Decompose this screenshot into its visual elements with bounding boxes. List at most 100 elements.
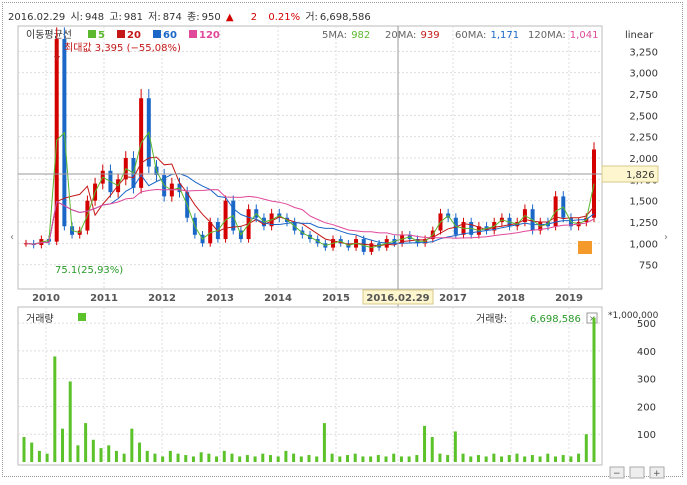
current-price-label: 1,826 bbox=[626, 170, 655, 181]
volume-bar bbox=[361, 456, 365, 462]
volume-bar bbox=[392, 453, 396, 462]
volume-bar bbox=[476, 455, 480, 462]
volume-bar bbox=[415, 455, 419, 462]
volume-bar bbox=[538, 456, 542, 462]
volume-value: 6,698,586 bbox=[530, 314, 581, 325]
legend-label-ma20[interactable]: 20 bbox=[127, 30, 141, 41]
volume-bar bbox=[99, 448, 103, 462]
volume-bar bbox=[461, 453, 465, 462]
y-tick-label: 1,500 bbox=[629, 197, 658, 208]
zoom-reset-button[interactable] bbox=[629, 466, 645, 479]
legend-label-ma120[interactable]: 120 bbox=[199, 30, 220, 41]
volume-bar bbox=[37, 450, 41, 462]
current-price-box bbox=[601, 165, 659, 183]
zoom-out-button[interactable] bbox=[609, 466, 625, 479]
legend-label-ma60[interactable]: 60 bbox=[163, 30, 177, 41]
volume-bar bbox=[138, 442, 142, 462]
volume-bar bbox=[130, 428, 134, 462]
volume-bar bbox=[446, 455, 450, 462]
volume-panel-title: 거래량 bbox=[26, 313, 54, 325]
ma-value-label: 20MA: bbox=[385, 30, 416, 41]
volume-bar bbox=[369, 456, 373, 462]
legend-swatch-ma60[interactable] bbox=[153, 30, 161, 38]
volume-bar bbox=[315, 456, 319, 462]
volume-tick-label: 500 bbox=[637, 319, 656, 330]
zoom-in-button[interactable] bbox=[649, 466, 665, 479]
volume-unit: *1,000,000 bbox=[608, 311, 659, 321]
y-tick-label: 1,000 bbox=[629, 239, 658, 250]
volume-bar bbox=[184, 455, 188, 462]
close-icon[interactable]: × bbox=[589, 314, 596, 323]
x-tick-label: 2015 bbox=[322, 293, 350, 304]
volume-bar bbox=[322, 423, 326, 462]
legend-title: 이동평균선 bbox=[26, 29, 72, 41]
x-tick-label: 2012 bbox=[148, 293, 176, 304]
volume-bar bbox=[507, 455, 511, 462]
volume-bar bbox=[222, 450, 226, 462]
volume-bar bbox=[22, 437, 26, 462]
candle-body bbox=[24, 243, 28, 245]
volume-bar bbox=[561, 455, 565, 462]
volume-bar bbox=[68, 381, 72, 462]
ma20-line bbox=[25, 156, 595, 247]
x-tick-label: 2013 bbox=[206, 293, 234, 304]
volume-tick-label: 300 bbox=[637, 375, 656, 386]
info-high-label: 고: bbox=[109, 12, 122, 23]
volume-bar bbox=[176, 453, 180, 462]
volume-bar bbox=[284, 450, 288, 462]
scroll-right-icon[interactable]: › bbox=[664, 232, 668, 243]
scale-mode-label[interactable]: linear bbox=[625, 30, 654, 41]
volume-bar bbox=[407, 456, 411, 462]
info-bar: 2016.02.29 시: 948 고: 981 저: 874 종: 950 ▲ 2 0… bbox=[8, 8, 672, 24]
ma5-line bbox=[25, 131, 595, 249]
volume-bar bbox=[268, 455, 272, 462]
legend-swatch-ma5[interactable] bbox=[88, 30, 96, 38]
info-change: 2 bbox=[250, 12, 258, 23]
volume-bar bbox=[376, 455, 380, 462]
minus-icon[interactable]: − bbox=[613, 469, 621, 479]
info-close: 950 bbox=[201, 12, 221, 23]
legend-swatch-ma20[interactable] bbox=[117, 30, 125, 38]
volume-bar bbox=[245, 455, 249, 462]
scroll-left-icon[interactable]: ‹ bbox=[10, 232, 14, 243]
volume-bar bbox=[346, 455, 350, 462]
ma60-line bbox=[25, 173, 595, 245]
ma120-line bbox=[25, 188, 595, 245]
ma-value-label: 120MA: bbox=[528, 30, 566, 41]
volume-bar bbox=[515, 453, 519, 462]
volume-bar bbox=[199, 452, 203, 462]
info-volume-label: 거: bbox=[305, 12, 318, 23]
current-marker-icon bbox=[578, 241, 592, 254]
volume-bar bbox=[484, 456, 488, 462]
volume-close-button[interactable] bbox=[586, 312, 598, 324]
info-high: 981 bbox=[123, 12, 143, 23]
ma-value-label: 60MA: bbox=[455, 30, 486, 41]
volume-bar bbox=[238, 456, 242, 462]
volume-bar bbox=[230, 453, 234, 462]
volume-bar bbox=[145, 450, 149, 462]
y-tick-label: 2,000 bbox=[629, 154, 658, 165]
volume-bar bbox=[161, 456, 165, 462]
volume-bar bbox=[299, 456, 303, 462]
volume-bar bbox=[492, 453, 496, 462]
y-tick-label: 2,500 bbox=[629, 111, 658, 122]
max-arrowhead-icon bbox=[54, 56, 60, 61]
legend-label-ma5[interactable]: 5 bbox=[98, 30, 105, 41]
volume-bar bbox=[215, 456, 219, 462]
volume-bar bbox=[45, 453, 49, 462]
volume-bar bbox=[469, 456, 473, 462]
info-open-label: 시: bbox=[70, 12, 84, 23]
volume-bar bbox=[107, 445, 111, 462]
legend-swatch-ma120[interactable] bbox=[189, 30, 197, 38]
plus-icon[interactable]: + bbox=[653, 469, 661, 479]
volume-bar bbox=[592, 317, 596, 462]
volume-bar bbox=[577, 453, 581, 462]
volume-bar bbox=[61, 428, 65, 462]
x-tick-label: 2010 bbox=[32, 293, 60, 304]
info-low-label: 저: bbox=[148, 12, 161, 23]
y-tick-label: 2,250 bbox=[629, 133, 658, 144]
volume-panel bbox=[17, 306, 603, 466]
volume-bar bbox=[546, 453, 550, 462]
